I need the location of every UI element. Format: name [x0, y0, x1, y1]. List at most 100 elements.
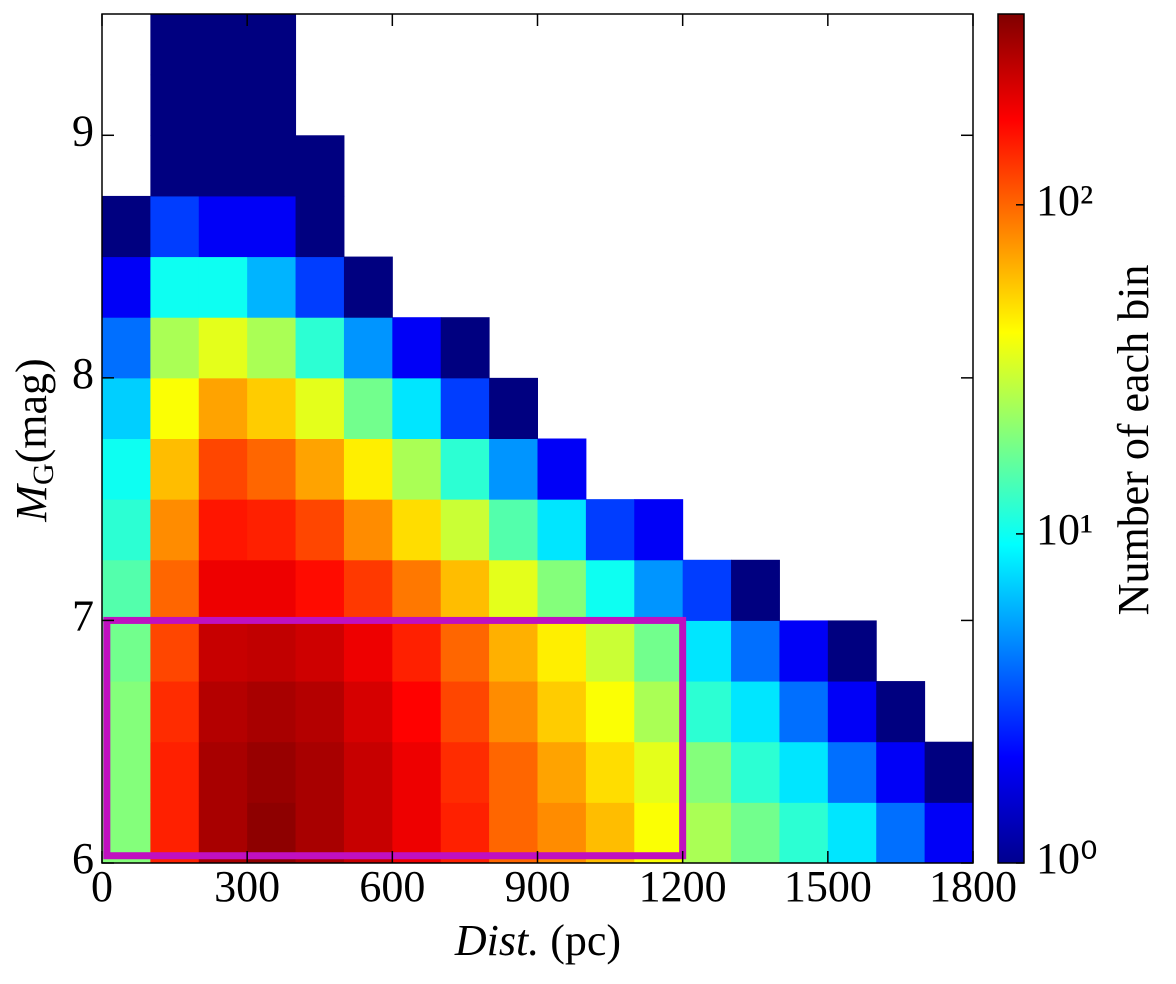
heatmap-cell [102, 195, 151, 258]
heatmap-cell [779, 802, 829, 864]
heatmap-cell [392, 499, 442, 561]
heatmap-cell [440, 681, 490, 743]
heatmap-cell [343, 620, 393, 682]
heatmap-cell [537, 741, 587, 803]
x-tick-label: 1200 [639, 862, 727, 911]
heatmap-cell [198, 135, 248, 197]
y-axis-label: MG(mag) [7, 358, 60, 522]
heatmap-cell [827, 681, 877, 743]
heatmap-cell [731, 681, 780, 743]
heatmap-cell [198, 256, 248, 318]
heatmap-cell [489, 438, 538, 500]
heatmap-cell [102, 499, 151, 561]
heatmap-cell [343, 256, 393, 318]
heatmap-cell [150, 195, 200, 258]
heatmap-cell [924, 741, 974, 803]
heatmap [102, 14, 974, 864]
heatmap-cell [779, 620, 829, 682]
heatmap-cell [634, 681, 684, 743]
colorbar [997, 13, 1025, 864]
y-tick-label: 9 [72, 106, 94, 155]
heatmap-cell [102, 377, 151, 439]
heatmap-cell [682, 681, 732, 743]
heatmap-cell [198, 74, 248, 136]
heatmap-cell [247, 499, 297, 561]
heatmap-cell [489, 681, 538, 743]
heatmap-cell [198, 317, 248, 379]
heatmap-cell [682, 802, 732, 864]
heatmap-cell [537, 438, 587, 500]
heatmap-cell [150, 135, 200, 197]
heatmap-cell [102, 317, 151, 379]
heatmap-cell [343, 559, 393, 621]
heatmap-cell [150, 256, 200, 318]
heatmap-cell [392, 377, 442, 439]
heatmap-cell [779, 741, 829, 803]
heatmap-cell [440, 620, 490, 682]
heatmap-cell [779, 681, 829, 743]
heatmap-cell [198, 559, 248, 621]
heatmap-cell [198, 620, 248, 682]
heatmap-cell [150, 74, 200, 136]
heatmap-cell [295, 377, 345, 439]
x-axis-label: Dist. (pc) [454, 916, 621, 965]
heatmap-cell [150, 620, 200, 682]
heatmap-cell [440, 438, 490, 500]
heatmap-cell [392, 317, 442, 379]
colorbar-tick-label: 10¹ [1036, 505, 1093, 554]
heatmap-cell [198, 499, 248, 561]
heatmap-cell [247, 559, 297, 621]
heatmap-cell [392, 438, 442, 500]
heatmap-cell [537, 620, 587, 682]
heatmap-cell [634, 741, 684, 803]
heatmap-cell [295, 256, 345, 318]
heatmap-cell [295, 620, 345, 682]
heatmap-cell [827, 802, 877, 864]
heatmap-cell [682, 741, 732, 803]
heatmap-cell [198, 681, 248, 743]
heatmap-cell [585, 681, 635, 743]
heatmap-cell [440, 499, 490, 561]
y-tick-label: 7 [72, 592, 94, 641]
colorbar-tick-label: 10⁰ [1036, 834, 1098, 883]
x-tick-label: 0 [91, 862, 113, 911]
heatmap-cell [876, 802, 926, 864]
heatmap-cell [343, 317, 393, 379]
heatmap-cell [489, 741, 538, 803]
heatmap-cell [295, 741, 345, 803]
heatmap-cell [295, 317, 345, 379]
heatmap-cell [247, 681, 297, 743]
heatmap-cell [150, 317, 200, 379]
heatmap-cell [585, 620, 635, 682]
heatmap-cell [247, 195, 297, 258]
heatmap-cell [150, 681, 200, 743]
heatmap-cell [585, 741, 635, 803]
heatmap-cell [247, 377, 297, 439]
heatmap-cell [247, 741, 297, 803]
heatmap-cell [682, 559, 732, 621]
heatmap-cell [392, 741, 442, 803]
heatmap-cell [634, 559, 684, 621]
heatmap-cell [537, 681, 587, 743]
heatmap-cell [295, 681, 345, 743]
y-tick-label: 6 [72, 834, 94, 883]
heatmap-cell [295, 195, 345, 258]
heatmap-cell [295, 135, 345, 197]
colorbar-label: Number of each bin [1109, 265, 1158, 616]
colorbar-tick-label: 10² [1036, 176, 1093, 225]
heatmap-cell [343, 377, 393, 439]
heatmap-cell [247, 438, 297, 500]
heatmap-cell [198, 14, 248, 76]
heatmap-cell [682, 620, 732, 682]
heatmap-cell [827, 620, 877, 682]
heatmap-cell [247, 256, 297, 318]
heatmap-cell [489, 559, 538, 621]
heatmap-cell [343, 681, 393, 743]
highlight-box [103, 616, 687, 860]
heatmap-cell [102, 256, 151, 318]
heatmap-cell [295, 499, 345, 561]
heatmap-cell [876, 741, 926, 803]
heatmap-cell [537, 559, 587, 621]
heatmap-cell [585, 559, 635, 621]
